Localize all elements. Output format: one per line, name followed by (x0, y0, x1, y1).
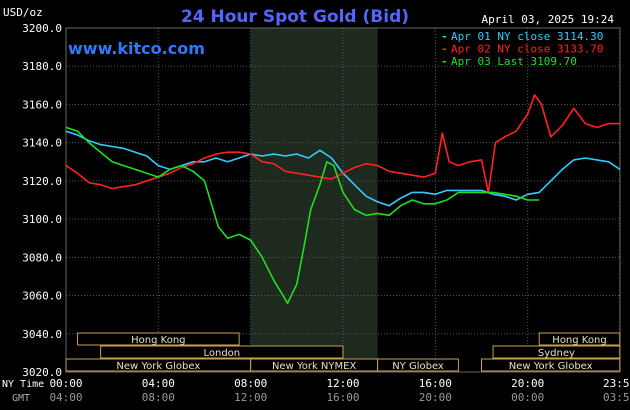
legend-bullet: - (441, 43, 448, 56)
brand-logo: www.kitco.com (68, 39, 205, 58)
session-box (492, 345, 621, 359)
ny-time-label: NY Time (2, 379, 44, 390)
plot-frame (65, 27, 621, 373)
y-tick-label: 3060.0 (22, 290, 62, 303)
legend-entry: Apr 02 NY close 3133.70 (451, 43, 603, 56)
legend-entry: Apr 01 NY close 3114.30 (451, 30, 603, 43)
session-label: Hong Kong (131, 335, 185, 346)
legend: - Apr 01 NY close 3114.30- Apr 02 NY close… (441, 30, 603, 68)
session-label: Sydney (538, 348, 575, 359)
y-tick-label: 3180.0 (22, 60, 62, 73)
x-tick-label-gmt: 04:00 (49, 391, 82, 404)
session-box (481, 358, 621, 372)
session-box (100, 345, 344, 359)
session-label: NY Globex (392, 361, 444, 372)
series-line-2 (65, 94, 620, 194)
price-series (65, 94, 621, 305)
x-tick-label-gmt: 16:00 (326, 391, 359, 404)
y-tick-label: 3100.0 (22, 213, 62, 226)
y-tick-label: 3080.0 (22, 251, 62, 264)
grid (65, 27, 621, 373)
chart-date: April 03, 2025 19:24 (482, 13, 615, 26)
x-tick-label-gmt: 20:00 (419, 391, 452, 404)
x-tick-label-gmt: 12:00 (234, 391, 267, 404)
y-tick-label: 3120.0 (22, 175, 62, 188)
session-label: London (203, 348, 240, 359)
session-box (77, 332, 240, 346)
legend-entry: Apr 03 Last 3109.70 (451, 55, 577, 68)
trading-sessions: Hong Kong Hong Kong London Sydney New York G… (65, 332, 621, 372)
session-label: Hong Kong (552, 335, 606, 346)
session-label: New York Globex (509, 361, 593, 372)
x-tick-label-ny: 04:00 (142, 377, 175, 390)
y-axis-unit: USD/oz (3, 6, 43, 19)
y-axis: 3200.0 3180.0 3160.0 3140.0 3120.0 3100.0 3080… (22, 22, 62, 379)
x-axis: 00:0004:0004:0008:0008:0012:0012:0016:00… (49, 377, 630, 404)
x-tick-label-ny: 20:00 (511, 377, 544, 390)
chart-title: 24 Hour Spot Gold (Bid) (181, 7, 409, 27)
gmt-label: GMT (12, 393, 30, 404)
y-tick-label: 3140.0 (22, 137, 62, 150)
legend-bullet: - (441, 30, 448, 43)
x-tick-label-gmt: 08:00 (142, 391, 175, 404)
y-tick-label: 3160.0 (22, 98, 62, 111)
session-label: New York Globex (116, 361, 200, 372)
y-tick-label: 3020.0 (22, 366, 62, 379)
x-tick-label-ny: 23:59 (603, 377, 630, 390)
y-tick-label: 3200.0 (22, 22, 62, 35)
y-tick-label: 3040.0 (22, 328, 62, 341)
session-label: New York NYMEX (272, 361, 357, 372)
x-tick-label-ny: 12:00 (326, 377, 359, 390)
session-box (538, 332, 621, 346)
x-tick-label-ny: 00:00 (49, 377, 82, 390)
series-line-3 (65, 126, 540, 305)
session-box (377, 358, 459, 372)
x-tick-label-gmt: 03:59 (603, 391, 630, 404)
x-tick-label-ny: 08:00 (234, 377, 267, 390)
x-tick-label-gmt: 00:00 (511, 391, 544, 404)
x-tick-label-ny: 16:00 (419, 377, 452, 390)
legend-bullet: - (441, 55, 448, 68)
